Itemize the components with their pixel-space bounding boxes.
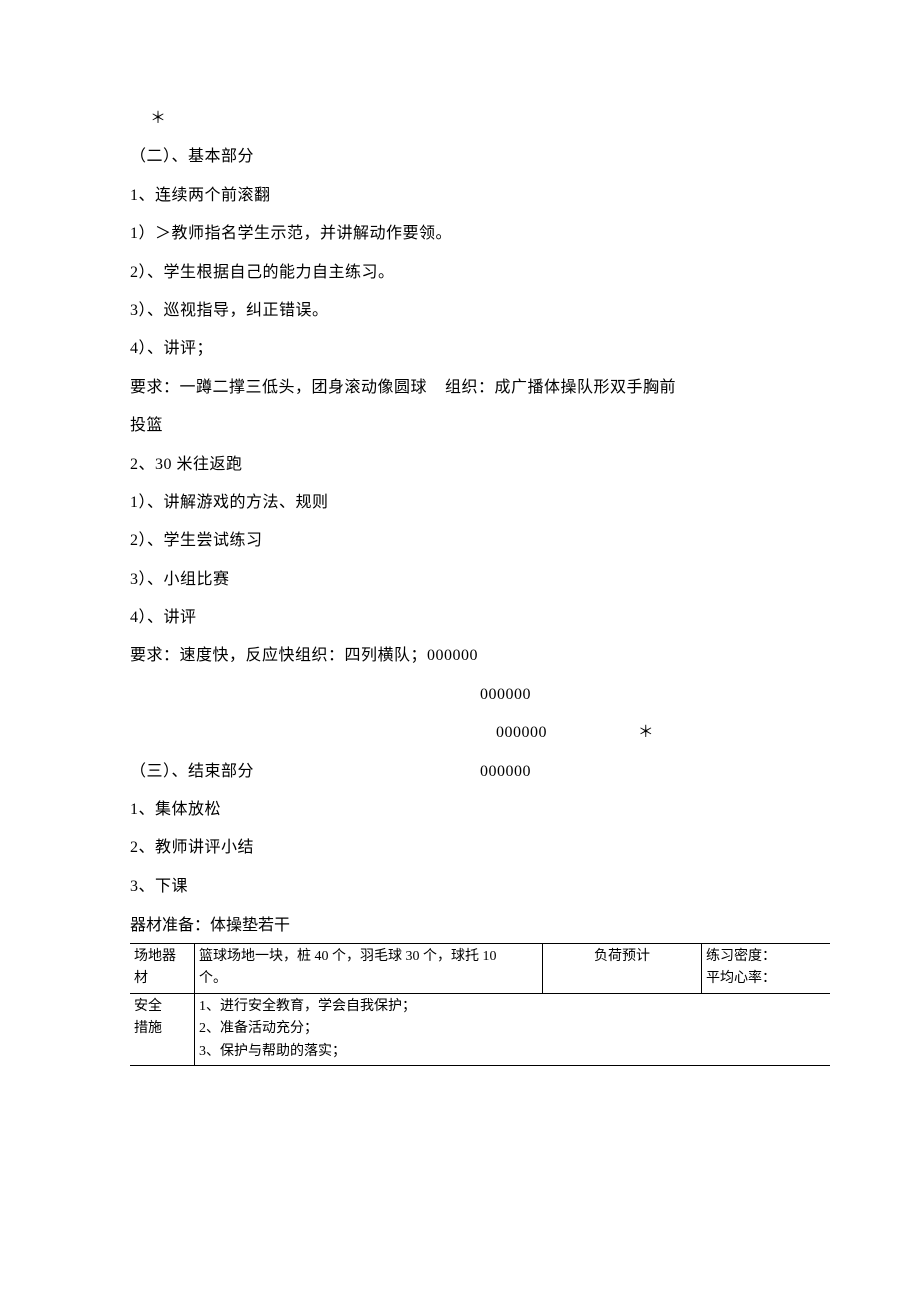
item-3-1: 1、集体放松 xyxy=(130,791,830,829)
label-line: 场地器 xyxy=(134,946,190,968)
formation-2-star: ＊ xyxy=(606,714,686,752)
equipment-prep: 器材准备：体操垫若干 xyxy=(130,912,830,941)
document-page: ＊ （二）、基本部分 1、连续两个前滚翻 1）＞教师指名学生示范，并讲解动作要领… xyxy=(0,0,920,1301)
formation-row-3: （三）、结束部分 000000 xyxy=(130,753,830,791)
item-2-1-4: 4）、讲评； xyxy=(130,330,830,368)
label-line: 材 xyxy=(134,968,190,990)
section-2-title: （二）、基本部分 xyxy=(130,138,830,176)
cell-safety-content: 1、进行安全教育，学会自我保护； 2、准备活动充分； 3、保护与帮助的落实； xyxy=(195,993,831,1065)
cell-venue-label: 场地器 材 xyxy=(130,944,195,994)
safety-line: 1、进行安全教育，学会自我保护； xyxy=(199,996,826,1018)
info-table: 场地器 材 篮球场地一块，桩 40 个，羽毛球 30 个，球托 10 个。 负荷… xyxy=(130,943,830,1066)
spacer xyxy=(590,676,670,714)
content-line: 个。 xyxy=(199,968,538,990)
content-line: 篮球场地一块，桩 40 个，羽毛球 30 个，球托 10 xyxy=(199,946,538,968)
spacer xyxy=(130,676,480,714)
item-2-2-1: 1）、讲解游戏的方法、规则 xyxy=(130,484,830,522)
formation-row-2: 000000 ＊ xyxy=(130,714,830,752)
item-2-1: 1、连续两个前滚翻 xyxy=(130,177,830,215)
cell-venue-content: 篮球场地一块，桩 40 个，羽毛球 30 个，球托 10 个。 xyxy=(195,944,543,994)
requirement-2: 要求：速度快，反应快组织：四列横队；000000 xyxy=(130,637,830,675)
cell-safety-label: 安全 措施 xyxy=(130,993,195,1065)
item-2-2-2: 2）、学生尝试练习 xyxy=(130,522,830,560)
table-row: 安全 措施 1、进行安全教育，学会自我保护； 2、准备活动充分； 3、保护与帮助… xyxy=(130,993,830,1065)
safety-line: 2、准备活动充分； xyxy=(199,1018,826,1040)
star-marker: ＊ xyxy=(130,100,830,138)
formation-1: 000000 xyxy=(480,676,590,714)
density-line: 平均心率： xyxy=(706,968,826,990)
item-2-2: 2、30 米往返跑 xyxy=(130,446,830,484)
cell-density: 练习密度： 平均心率： xyxy=(702,944,831,994)
req1-right: 组织：成广播体操队形双手胸前 xyxy=(445,379,676,396)
item-2-2-4: 4）、讲评 xyxy=(130,599,830,637)
section-3-title: （三）、结束部分 xyxy=(130,753,480,791)
formation-2: 000000 xyxy=(480,714,606,752)
table-row: 场地器 材 篮球场地一块，桩 40 个，羽毛球 30 个，球托 10 个。 负荷… xyxy=(130,944,830,994)
cell-load: 负荷预计 xyxy=(543,944,702,994)
requirement-1: 要求：一蹲二撑三低头，团身滚动像圆球 组织：成广播体操队形双手胸前 xyxy=(130,369,830,407)
formation-row-1: 000000 xyxy=(130,676,830,714)
item-2-2-3: 3）、小组比赛 xyxy=(130,561,830,599)
spacer xyxy=(590,753,670,791)
formation-3: 000000 xyxy=(480,753,590,791)
safety-line: 3、保护与帮助的落实； xyxy=(199,1041,826,1063)
item-2-1-1: 1）＞教师指名学生示范，并讲解动作要领。 xyxy=(130,215,830,253)
item-3-2: 2、教师讲评小结 xyxy=(130,829,830,867)
item-2-1-2: 2）、学生根据自己的能力自主练习。 xyxy=(130,254,830,292)
label-line: 措施 xyxy=(134,1018,190,1040)
label-line: 安全 xyxy=(134,996,190,1018)
requirement-1-cont: 投篮 xyxy=(130,407,830,445)
density-line: 练习密度： xyxy=(706,946,826,968)
req1-left: 要求：一蹲二撑三低头，团身滚动像圆球 xyxy=(130,379,427,396)
item-2-1-3: 3）、巡视指导，纠正错误。 xyxy=(130,292,830,330)
item-3-3: 3、下课 xyxy=(130,868,830,906)
spacer xyxy=(130,714,480,752)
